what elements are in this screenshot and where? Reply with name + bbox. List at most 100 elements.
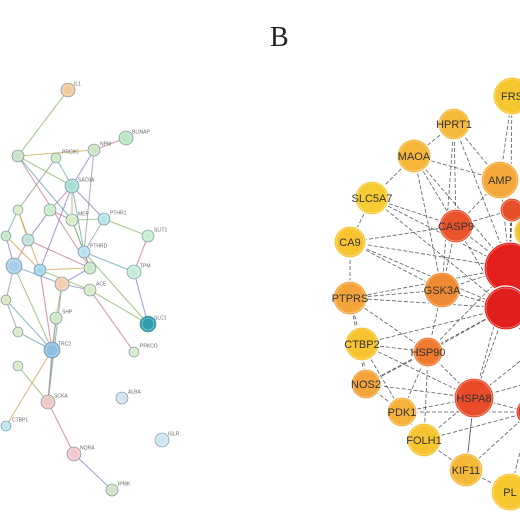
network-node: HSP90	[411, 336, 445, 368]
edge	[349, 241, 507, 309]
network-node	[33, 263, 47, 277]
node-ring	[425, 273, 459, 307]
edge	[473, 360, 520, 399]
node-label: CASP9	[438, 221, 474, 233]
node-label: MAOA	[398, 151, 431, 163]
network-node: SLC1	[139, 315, 167, 333]
network-node: NPM	[87, 141, 111, 157]
node-ring	[51, 313, 61, 323]
node-label: IL1	[74, 81, 81, 87]
edge	[455, 179, 501, 227]
node-label: CTBP2	[344, 339, 379, 351]
node-circle	[333, 225, 367, 259]
node-circle	[423, 271, 461, 309]
edge	[133, 271, 149, 325]
node-ring	[14, 206, 22, 214]
node-circle	[0, 420, 12, 432]
node-ring	[85, 285, 95, 295]
node-label: SLIT1	[154, 227, 168, 233]
network-node: KIF11	[448, 452, 484, 488]
network-node	[483, 285, 520, 331]
node-ring	[89, 145, 99, 155]
network-node	[43, 203, 57, 217]
node-ring	[334, 282, 366, 314]
network-node: SAC6A	[64, 177, 95, 194]
edge	[423, 414, 520, 441]
network-node	[499, 197, 520, 223]
edge	[83, 218, 105, 253]
edge	[17, 155, 73, 187]
node-ring	[45, 205, 55, 215]
node-circle	[438, 208, 474, 244]
network-node: PDK1	[386, 396, 418, 428]
node-ring	[117, 393, 127, 403]
node-label: ISLR	[168, 431, 180, 437]
edge	[83, 251, 135, 273]
edge	[371, 197, 507, 309]
node-ring	[7, 259, 21, 273]
network-node: CTBP2	[344, 326, 380, 362]
node-label: PRKCG	[140, 343, 158, 349]
network-node: CTBP1	[0, 417, 28, 432]
edge	[5, 235, 41, 271]
node-ring	[52, 154, 60, 162]
edge	[17, 157, 57, 211]
node-circle	[332, 280, 368, 316]
node-label: HPRT1	[436, 119, 472, 131]
network-node: HPRT1	[436, 107, 472, 141]
node-label: CTBP1	[12, 417, 28, 423]
edge	[349, 241, 511, 269]
node-label: FOLH1	[406, 435, 441, 447]
node-circle	[492, 76, 520, 116]
node-ring	[356, 182, 388, 214]
node-label: PDK1	[388, 407, 417, 419]
network-node: TPM	[126, 263, 151, 280]
node-circle	[412, 336, 444, 368]
network-node	[11, 149, 25, 163]
edge	[27, 239, 91, 269]
node-ring	[2, 422, 10, 430]
node-label: TPM	[140, 263, 151, 269]
node-label: IPMK	[118, 481, 131, 487]
network-a: IL1 BLINAP NPM PRC8C SAC6A PTHR1 MEP PTHRD SLIT1…	[0, 81, 180, 497]
network-node: MAOA	[396, 138, 432, 174]
edge	[73, 453, 113, 491]
edge	[473, 267, 511, 399]
network-node	[5, 257, 23, 275]
network-node: FRS	[492, 76, 520, 116]
node-label: FRS	[501, 91, 520, 103]
network-node	[12, 326, 24, 338]
node-ring	[120, 132, 132, 144]
network-node: PTPRS	[332, 280, 368, 316]
node-ring	[79, 247, 89, 257]
node-label: AMP	[488, 175, 512, 187]
node-ring	[450, 454, 482, 486]
node-circle	[480, 160, 520, 200]
network-node: PRKCG	[128, 343, 158, 358]
network-node	[0, 230, 12, 242]
node-circle	[344, 326, 380, 362]
node-label: SLC1	[154, 315, 167, 321]
node-label: HSPA8	[456, 393, 491, 405]
node-label: NQRA	[80, 445, 95, 451]
edge	[361, 307, 507, 345]
edge	[17, 365, 49, 403]
node-ring	[455, 379, 493, 417]
panel-label: B	[270, 22, 290, 53]
edge	[83, 149, 95, 253]
node-circle	[453, 377, 495, 419]
node-circle	[128, 346, 140, 358]
node-ring	[128, 266, 140, 278]
network-node: PTHR1	[97, 210, 127, 226]
node-circle	[12, 326, 24, 338]
node-circle	[448, 452, 484, 488]
node-ring	[494, 78, 520, 114]
node-ring	[408, 424, 440, 456]
network-node: MEP	[65, 211, 90, 227]
node-circle	[499, 197, 520, 223]
node-ring	[42, 396, 54, 408]
node-ring	[14, 328, 22, 336]
network-node: NQRA	[66, 445, 95, 462]
node-label: KIF11	[452, 465, 481, 477]
